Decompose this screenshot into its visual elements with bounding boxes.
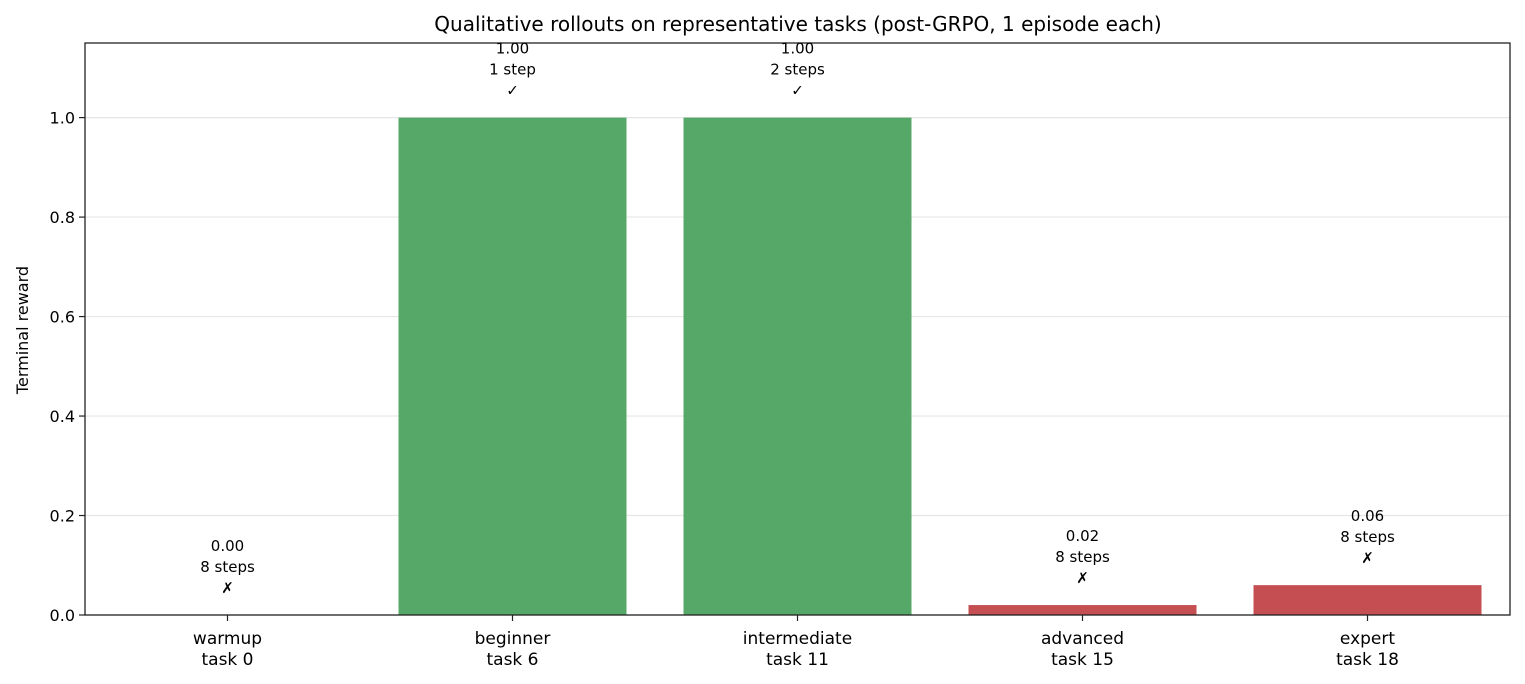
data-label: 2 steps — [770, 61, 825, 79]
bar — [683, 117, 912, 615]
data-label: ✓ — [791, 82, 804, 100]
y-axis-label: Terminal reward — [13, 266, 32, 395]
data-label: ✓ — [506, 82, 519, 100]
data-label: 0.00 — [211, 537, 244, 555]
x-tick-label: task 18 — [1336, 650, 1399, 670]
x-tick-label: advanced — [1041, 629, 1124, 649]
x-tick-label: task 11 — [766, 650, 829, 670]
data-label: 8 steps — [1055, 548, 1110, 566]
data-label: ✗ — [1076, 569, 1089, 587]
data-label: 8 steps — [1340, 528, 1395, 546]
bar — [968, 605, 1197, 615]
data-label: 1.00 — [781, 40, 814, 58]
data-label: ✗ — [1361, 549, 1374, 567]
x-tick-label: task 0 — [201, 650, 253, 670]
y-tick-label: 0.8 — [50, 208, 75, 227]
y-tick-label: 1.0 — [50, 109, 75, 128]
x-tick-label: beginner — [475, 629, 551, 649]
data-label: ✗ — [221, 579, 234, 597]
bar-layer — [398, 117, 1482, 615]
data-label: 0.02 — [1066, 527, 1099, 545]
x-tick-label: intermediate — [743, 629, 852, 649]
y-tick-label: 0.0 — [50, 606, 75, 625]
x-tick-label: warmup — [193, 629, 262, 649]
x-tick-label: task 15 — [1051, 650, 1114, 670]
axis-layer: 0.0 0.2 0.4 0.6 0.8 1.0 — [50, 42, 1511, 625]
y-tick-label: 0.2 — [50, 507, 75, 526]
y-tick-label: 0.6 — [50, 308, 75, 327]
data-label: 1.00 — [496, 40, 529, 58]
data-label: 1 step — [489, 61, 536, 79]
data-label: 8 steps — [200, 558, 255, 576]
data-label: 0.06 — [1351, 507, 1384, 525]
chart-title: Qualitative rollouts on representative t… — [434, 12, 1161, 36]
y-tick-label: 0.4 — [50, 407, 75, 426]
x-tick-label: task 6 — [486, 650, 538, 670]
bar — [1253, 585, 1482, 615]
x-tick-label: expert — [1340, 629, 1395, 649]
plot-frame — [84, 42, 1511, 616]
bar — [398, 117, 627, 615]
